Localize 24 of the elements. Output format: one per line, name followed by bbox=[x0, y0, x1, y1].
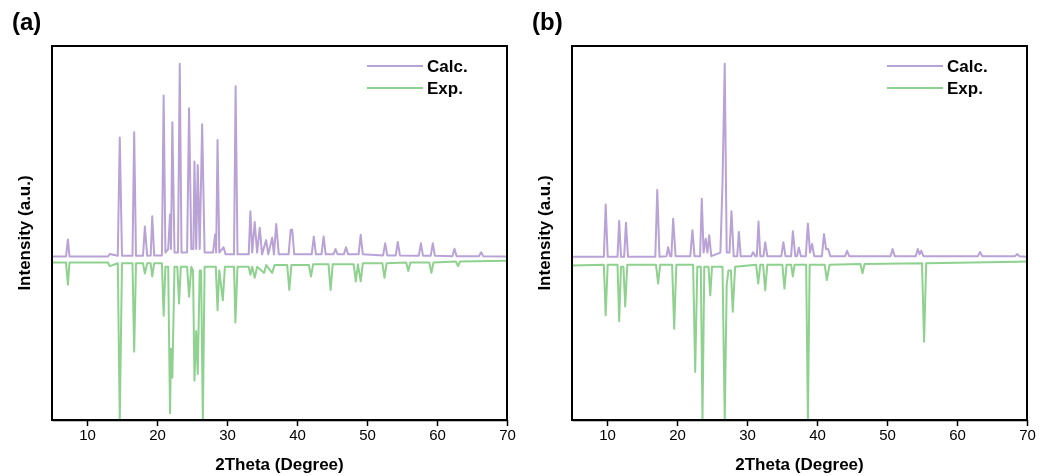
legend-label: Calc. bbox=[427, 57, 468, 76]
x-tick-label: 40 bbox=[809, 425, 826, 443]
x-tick-label: 20 bbox=[669, 425, 686, 443]
x-tick-label: 70 bbox=[499, 425, 516, 443]
x-tick-label: 30 bbox=[739, 425, 756, 443]
x-tick-label: 70 bbox=[1019, 425, 1036, 443]
legend-label: Calc. bbox=[947, 57, 988, 76]
x-tick-label: 30 bbox=[219, 425, 236, 443]
x-axis-title: 2Theta (Degree) bbox=[735, 455, 864, 474]
chart-title: (b) bbox=[532, 8, 563, 35]
y-axis-title: Intensity (a.u.) bbox=[15, 175, 34, 291]
legend-label: Exp. bbox=[947, 79, 983, 98]
x-tick-label: 60 bbox=[949, 425, 966, 443]
x-tick-label: 20 bbox=[149, 425, 166, 443]
x-tick-label: 50 bbox=[359, 425, 376, 443]
y-axis-title: Intensity (a.u.) bbox=[535, 175, 554, 291]
legend-label: Exp. bbox=[427, 79, 463, 98]
x-tick-label: 10 bbox=[79, 425, 96, 443]
x-tick-label: 10 bbox=[599, 425, 616, 443]
x-axis-title: 2Theta (Degree) bbox=[215, 455, 344, 474]
x-tick-label: 60 bbox=[429, 425, 446, 443]
x-tick-label: 50 bbox=[879, 425, 896, 443]
x-tick-label: 40 bbox=[289, 425, 306, 443]
chart-title: (a) bbox=[12, 8, 42, 35]
